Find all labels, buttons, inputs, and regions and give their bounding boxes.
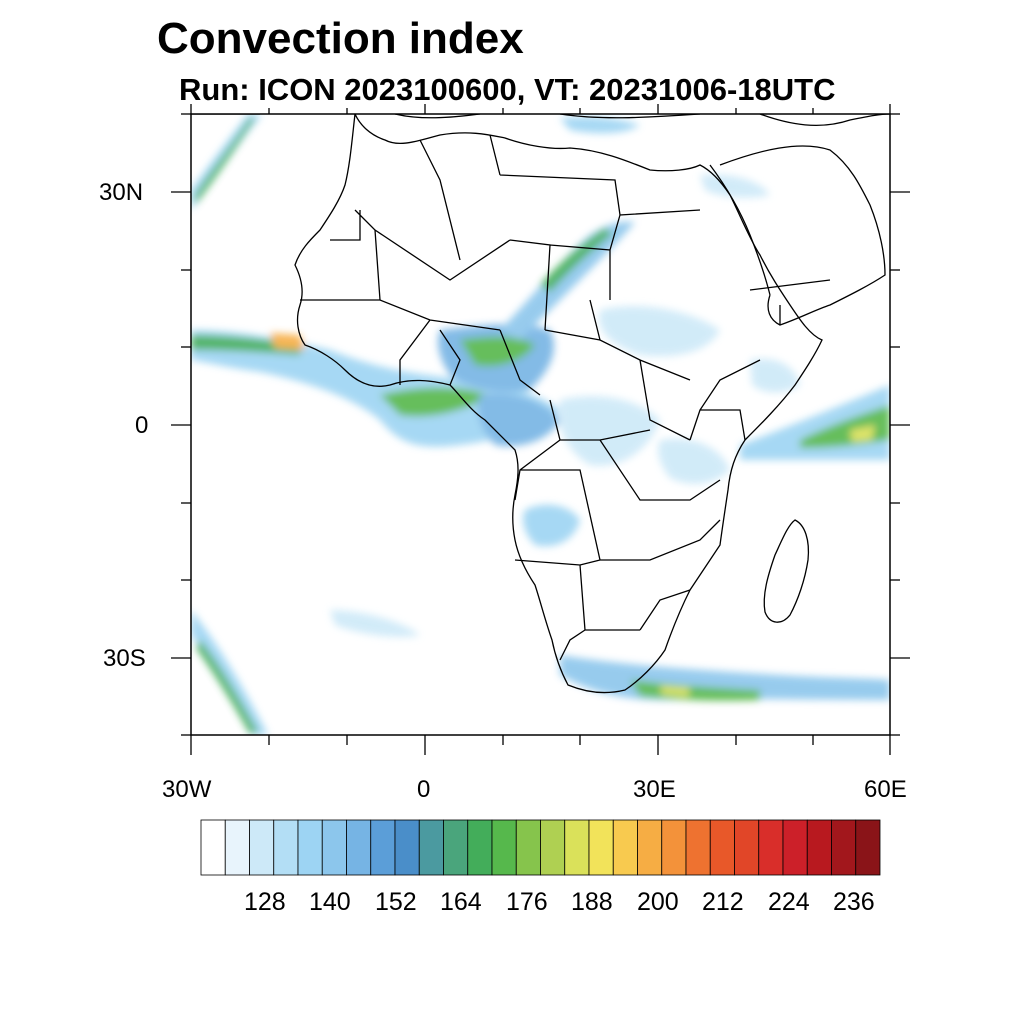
colorbar-box <box>661 819 687 876</box>
colorbar-box <box>637 819 663 876</box>
colorbar-box <box>370 819 396 876</box>
colorbar-label-200: 200 <box>637 888 679 916</box>
colorbar-box <box>443 819 469 876</box>
colorbar-box <box>831 819 857 876</box>
colorbar-box <box>709 819 735 876</box>
colorbar-box <box>588 819 614 876</box>
colorbar-label-140: 140 <box>309 888 351 916</box>
colorbar-box <box>346 819 372 876</box>
colorbar-label-188: 188 <box>571 888 613 916</box>
colorbar-box <box>515 819 541 876</box>
colorbar-box <box>782 819 808 876</box>
colorbar-label-128: 128 <box>244 888 286 916</box>
lon-label-60e: 60E <box>864 776 907 803</box>
colorbar-label-164: 164 <box>440 888 482 916</box>
colorbar-box <box>224 819 250 876</box>
colorbar-box <box>806 819 832 876</box>
chart-title: Convection index <box>157 14 524 63</box>
colorbar-box <box>394 819 420 876</box>
colorbar-box <box>418 819 444 876</box>
colorbar-label-212: 212 <box>702 888 744 916</box>
colorbar-box <box>734 819 760 876</box>
colorbar-label-152: 152 <box>375 888 417 916</box>
colorbar-box <box>564 819 590 876</box>
colorbar-box <box>273 819 299 876</box>
chart-subtitle: Run: ICON 2023100600, VT: 20231006-18UTC <box>179 72 836 107</box>
colorbar-label-176: 176 <box>506 888 548 916</box>
lat-label-0: 0 <box>135 412 149 439</box>
colorbar-label-224: 224 <box>768 888 810 916</box>
colorbar-box <box>855 819 881 876</box>
colorbar-box <box>467 819 493 876</box>
coastlines <box>191 114 890 694</box>
lon-label-30w: 30W <box>162 776 212 803</box>
colorbar-box <box>491 819 517 876</box>
colorbar-box <box>297 819 323 876</box>
lon-label-0: 0 <box>417 776 431 803</box>
colorbar-box <box>321 819 347 876</box>
colorbar-box <box>540 819 566 876</box>
colorbar-box <box>249 819 275 876</box>
lat-label-30n: 30N <box>99 179 144 206</box>
colorbar-label-236: 236 <box>833 888 875 916</box>
colorbar-box <box>685 819 711 876</box>
axis-ticks <box>171 104 910 755</box>
lon-label-30e: 30E <box>633 776 676 803</box>
convection-fields <box>191 114 890 735</box>
colorbar-box <box>612 819 638 876</box>
colorbar-box <box>200 819 226 876</box>
lat-label-30s: 30S <box>103 645 146 672</box>
colorbar-box <box>758 819 784 876</box>
